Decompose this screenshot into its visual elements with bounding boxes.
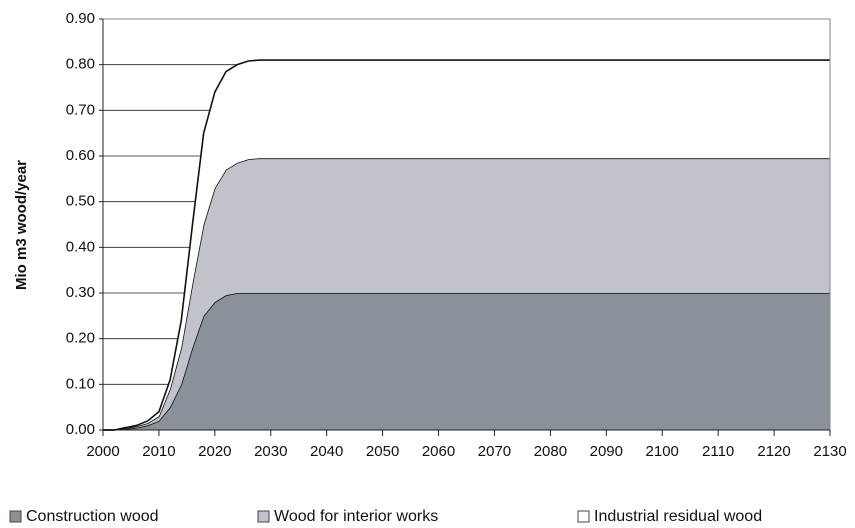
x-tick-label: 2050 xyxy=(366,443,399,460)
area xyxy=(103,158,830,431)
x-tick-label: 2070 xyxy=(478,443,511,460)
x-tick-label: 2000 xyxy=(86,443,119,460)
y-tick-label: 0.60 xyxy=(66,147,95,164)
x-tick-label: 2100 xyxy=(646,443,679,460)
y-tick-label: 0.20 xyxy=(66,330,95,347)
x-tick-label: 2120 xyxy=(757,443,790,460)
x-tick-label: 2010 xyxy=(142,443,175,460)
legend-label: Industrial residual wood xyxy=(594,508,762,525)
x-tick-label: 2110 xyxy=(702,443,734,460)
y-tick-label: 0.40 xyxy=(66,238,95,255)
y-tick-label: 0.10 xyxy=(66,375,95,392)
y-tick-label: 0.90 xyxy=(66,10,95,27)
legend-label: Wood for interior works xyxy=(274,508,438,525)
x-tick-label: 2020 xyxy=(198,443,231,460)
y-tick-label: 0.00 xyxy=(66,421,95,438)
legend-swatch xyxy=(577,510,590,523)
x-tick-label: 2030 xyxy=(254,443,287,460)
x-tick-label: 2060 xyxy=(422,443,455,460)
x-tick-label: 2040 xyxy=(310,443,343,460)
y-tick-label: 0.30 xyxy=(66,284,95,301)
plot-frame xyxy=(103,18,831,430)
y-axis-label: Mio m3 wood/year xyxy=(13,160,30,290)
legend-swatch xyxy=(9,510,22,523)
area xyxy=(103,60,830,430)
x-tick-label: 2130 xyxy=(813,443,846,460)
legend-label: Construction wood xyxy=(26,508,159,525)
x-tick-label: 2090 xyxy=(590,443,623,460)
y-tick-label: 0.80 xyxy=(66,56,95,73)
y-tick-label: 0.70 xyxy=(66,101,95,118)
area xyxy=(103,293,830,430)
y-tick-label: 0.50 xyxy=(66,193,95,210)
area-edge xyxy=(103,59,830,431)
x-tick-label: 2080 xyxy=(534,443,567,460)
legend-swatch xyxy=(257,510,270,523)
